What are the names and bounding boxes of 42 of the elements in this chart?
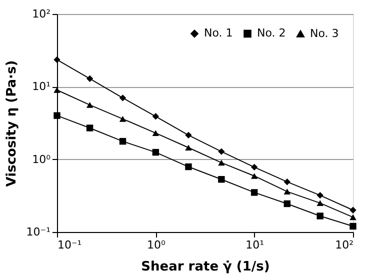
point <box>152 113 160 120</box>
point <box>218 148 225 155</box>
x-tick-label: 10⁻¹ <box>58 238 82 252</box>
legend-label: No. 1 <box>204 26 233 40</box>
point <box>185 163 192 170</box>
y-tick-label: 10⁻¹ <box>26 226 50 238</box>
point <box>86 75 94 82</box>
point <box>86 124 94 132</box>
point <box>185 144 192 151</box>
point <box>54 112 60 119</box>
point <box>185 132 192 139</box>
point <box>119 116 126 122</box>
y-axis-title: Viscosity η (Pa·s) <box>4 60 20 187</box>
point <box>86 102 94 108</box>
legend-label: No. 2 <box>257 26 286 40</box>
y-tick-label: 10¹ <box>32 80 50 94</box>
x-tick-label: 10¹ <box>246 238 264 252</box>
point <box>119 94 126 102</box>
point <box>316 200 324 206</box>
point <box>284 188 290 194</box>
point <box>316 192 324 199</box>
point <box>152 130 160 136</box>
point <box>250 173 258 179</box>
legend-label: No. 3 <box>310 26 339 40</box>
point <box>350 222 356 230</box>
point <box>350 214 356 220</box>
point <box>350 206 356 214</box>
point <box>316 212 324 220</box>
point <box>218 160 225 166</box>
point <box>284 178 290 186</box>
x-tick-label: 10⁰ <box>146 238 166 252</box>
point <box>284 200 290 208</box>
point <box>54 56 60 64</box>
y-tick-label: 10⁰ <box>32 152 52 166</box>
point <box>119 138 126 145</box>
x-axis-title: Shear rate γ̇ (1/s) <box>141 260 270 274</box>
point <box>250 164 258 171</box>
point <box>218 176 225 183</box>
x-tick-label: 10² <box>335 238 354 252</box>
point <box>152 148 160 156</box>
y-tick-label: 10² <box>32 8 50 20</box>
point <box>250 189 258 196</box>
